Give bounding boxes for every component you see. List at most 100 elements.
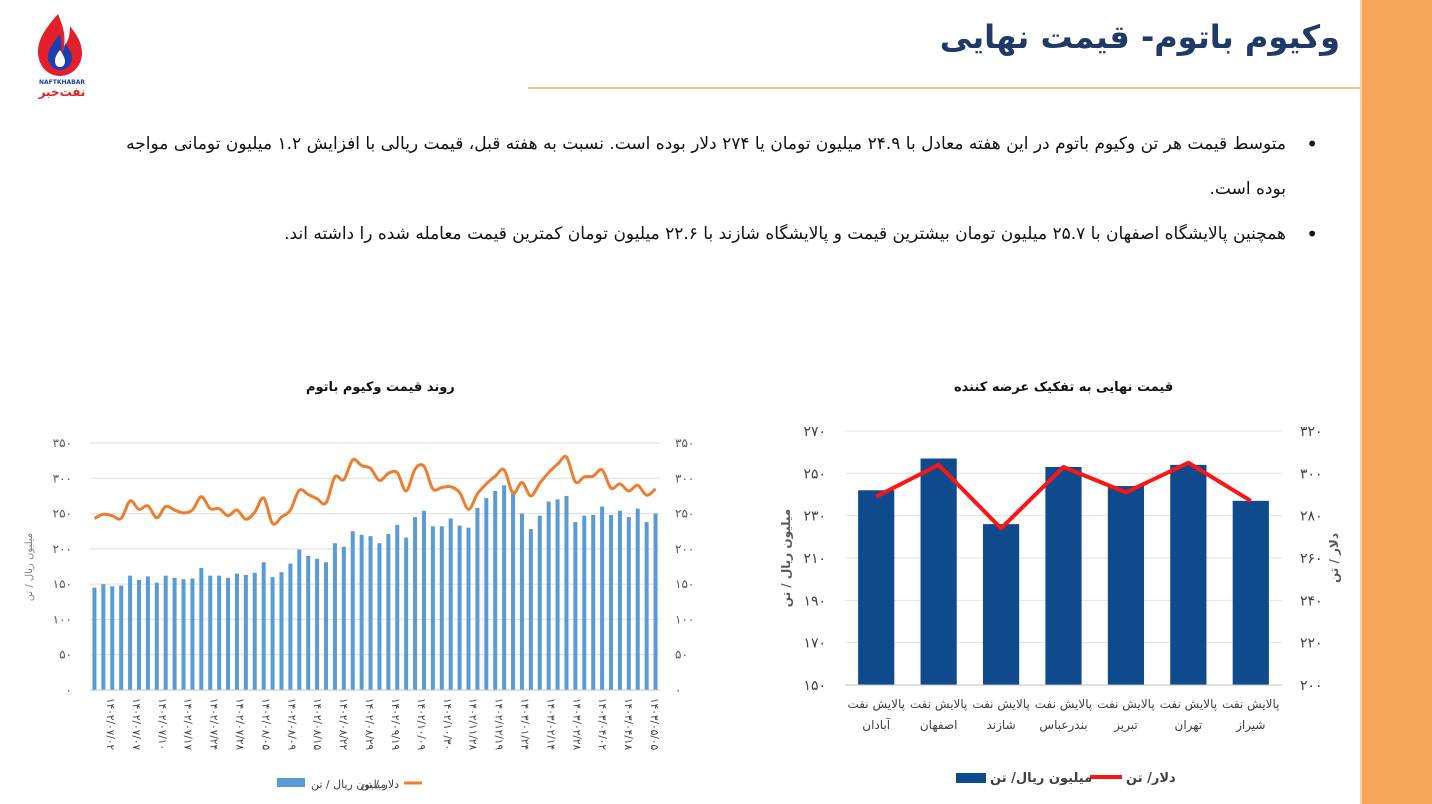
y-tick-label-right: ۱۵۰	[675, 577, 694, 591]
trend-bar	[448, 518, 453, 690]
y-tick-label-left: ۳۰۰	[53, 471, 72, 485]
trend-bar	[511, 490, 516, 690]
y-tick-label-left: ۲۷۰	[803, 424, 826, 440]
bullet-item: همچنین پالایشگاه اصفهان با ۲۵.۷ میلیون ت…	[112, 212, 1318, 257]
trend-bar	[110, 586, 115, 690]
trend-bar	[564, 495, 569, 690]
summary-bullets: متوسط قیمت هر تن وکیوم باتوم در این هفته…	[112, 122, 1318, 257]
category-label: پالایش نفت	[1160, 697, 1218, 712]
trend-bar	[101, 584, 106, 690]
x-tick-label: ۱۴۰۲/۰۸/۱۵	[311, 698, 323, 751]
x-tick-label: ۱۴۰۲/۱۰/۰۹	[415, 698, 427, 751]
trend-bar	[582, 515, 587, 690]
trend-bar	[386, 534, 391, 690]
y-tick-label-left: ۲۵۰	[53, 507, 72, 521]
category-label: پالایش نفت	[972, 697, 1030, 712]
logo-latin-text: NAFTKHABAR	[39, 79, 85, 86]
category-label: تبریز	[1113, 718, 1138, 733]
trend-bar	[484, 498, 489, 690]
trend-bar	[502, 485, 507, 690]
y-tick-label-right: ۲۲۰	[1300, 636, 1323, 652]
x-tick-label: ۱۴۰۳/۰۲/۱۴	[544, 698, 556, 750]
x-tick-label: ۱۴۰۲/۰۷/۱۰	[156, 698, 168, 750]
trend-bar	[493, 490, 498, 690]
x-tick-label: ۱۴۰۲/۰۷/۲۴	[208, 698, 220, 750]
trend-bar	[350, 531, 355, 690]
trend-chart-title: روند قیمت وکیوم باتوم	[306, 380, 455, 395]
trend-bar	[377, 543, 382, 690]
y-tick-label-left: ۲۰۰	[53, 542, 72, 556]
trend-bar	[270, 577, 275, 690]
side-bar-edge	[1360, 0, 1362, 804]
y-tick-label-right: ۲۰۰	[675, 542, 694, 556]
trend-bar	[199, 567, 204, 690]
x-tick-label: ۱۴۰۲/۰۹/۱۹	[389, 698, 401, 751]
supplier-bar	[1170, 464, 1207, 685]
trend-bar	[163, 575, 168, 690]
category-label: پالایش نفت	[1035, 697, 1093, 712]
trend-bar	[537, 515, 542, 690]
supplier-bar	[920, 458, 957, 685]
y-tick-label-right: ۲۵۰	[675, 507, 694, 521]
x-tick-label: ۱۴۰۲/۰۸/۰۵	[259, 698, 271, 751]
supplier-bar	[1107, 486, 1145, 685]
x-tick-label: ۱۴۰۳/۰۴/۱۸	[622, 698, 634, 751]
trend-bar	[315, 558, 320, 690]
category-label: شیراز	[1235, 718, 1265, 733]
legend-swatch-rial	[956, 773, 986, 783]
y-tick-label-left: ۱۰۰	[53, 612, 72, 626]
trend-bar	[208, 575, 213, 690]
y-tick-label-left: ۱۵۰	[53, 577, 72, 591]
y-tick-label-left: ۵۰	[59, 648, 72, 662]
naftkhabar-logo: NAFTKHABAR نفت‌خبر	[38, 14, 86, 99]
trend-bar	[457, 525, 462, 690]
trend-bar	[234, 573, 239, 690]
y-axis-label-right: دلار / تن	[1327, 533, 1341, 583]
x-tick-label: ۱۴۰۲/۰۷/۱۷	[182, 698, 194, 751]
legend-label-dollar: دلار / تن	[360, 778, 399, 791]
supplier-dollar-line	[875, 460, 1252, 531]
trend-bar	[217, 575, 222, 690]
trend-bar	[430, 526, 435, 690]
y-tick-label-right: ۳۲۰	[1300, 424, 1323, 440]
price-trend-chart: ۳۵۰ ۳۵۰ ۳۰۰ ۳۰۰ ۲۵۰ ۲۵۰ ۲۰۰ ۲۰۰ ۱۵۰ ۱۵۰ ۱۰۰ ۱۰۰ ۵۰ ۵۰…	[24, 436, 694, 791]
trend-bar	[635, 508, 640, 690]
trend-bar	[119, 585, 124, 690]
trend-bar	[439, 526, 444, 690]
x-tick-label: ۱۴۰۳/۰۴/۰۲	[596, 698, 608, 751]
trend-bar	[128, 575, 133, 690]
y-tick-label-right: ۵۰	[675, 648, 688, 662]
y-tick-label-right: ۲۴۰	[1300, 593, 1323, 609]
category-label: پالایش نفت	[910, 697, 968, 712]
y-tick-label-left: ۲۱۰	[803, 551, 826, 567]
y-tick-label-left: ۲۳۰	[803, 509, 826, 525]
trend-bar	[555, 499, 560, 690]
title-divider	[528, 87, 1360, 89]
x-tick-label: ۱۴۰۲/۰۸/۲۹	[363, 698, 375, 751]
trend-bar	[288, 563, 293, 690]
y-tick-label-left: ۰	[66, 683, 72, 697]
y-tick-label-left: ۱۷۰	[803, 636, 826, 652]
x-tick-label: ۱۴۰۳/۰۲/۲۸	[570, 698, 582, 751]
logo-flame-core	[55, 50, 65, 67]
trend-bar	[279, 572, 284, 690]
y-tick-label-right: ۳۰۰	[1300, 466, 1323, 482]
category-label: اصفهان	[920, 718, 958, 732]
y-tick-label-right: ۲۸۰	[1300, 509, 1323, 525]
logo-persian-text: نفت‌خبر	[38, 85, 86, 99]
x-tick-label: ۱۴۰۲/۰۸/۲۲	[337, 698, 349, 751]
legend-label-dollar: دلار/ تن	[1126, 771, 1176, 786]
trend-bar	[644, 522, 649, 690]
orange-side-bar	[1360, 0, 1432, 804]
y-axis-label-left: میلیون ریال / تن	[779, 509, 794, 607]
supplier-price-chart: ۲۷۰ ۳۲۰ ۲۵۰ ۳۰۰ ۲۳۰ ۲۸۰ ۲۱۰ ۲۶۰ ۱۹۰ ۲۴۰ ۱۷۰ ۲۲۰ ۱۵۰ ۲…	[779, 424, 1341, 786]
y-tick-label-right: ۲۰۰	[1300, 678, 1323, 694]
x-tick-label: ۱۴۰۲/۰۸/۰۹	[285, 698, 297, 751]
trend-bar	[243, 574, 248, 690]
y-tick-label-right: ۲۶۰	[1300, 551, 1323, 567]
y-tick-label-right: ۱۰۰	[675, 612, 694, 626]
trend-bar	[626, 517, 631, 690]
trend-bar	[653, 513, 658, 690]
trend-bar	[609, 514, 614, 690]
trend-bar	[154, 582, 159, 690]
